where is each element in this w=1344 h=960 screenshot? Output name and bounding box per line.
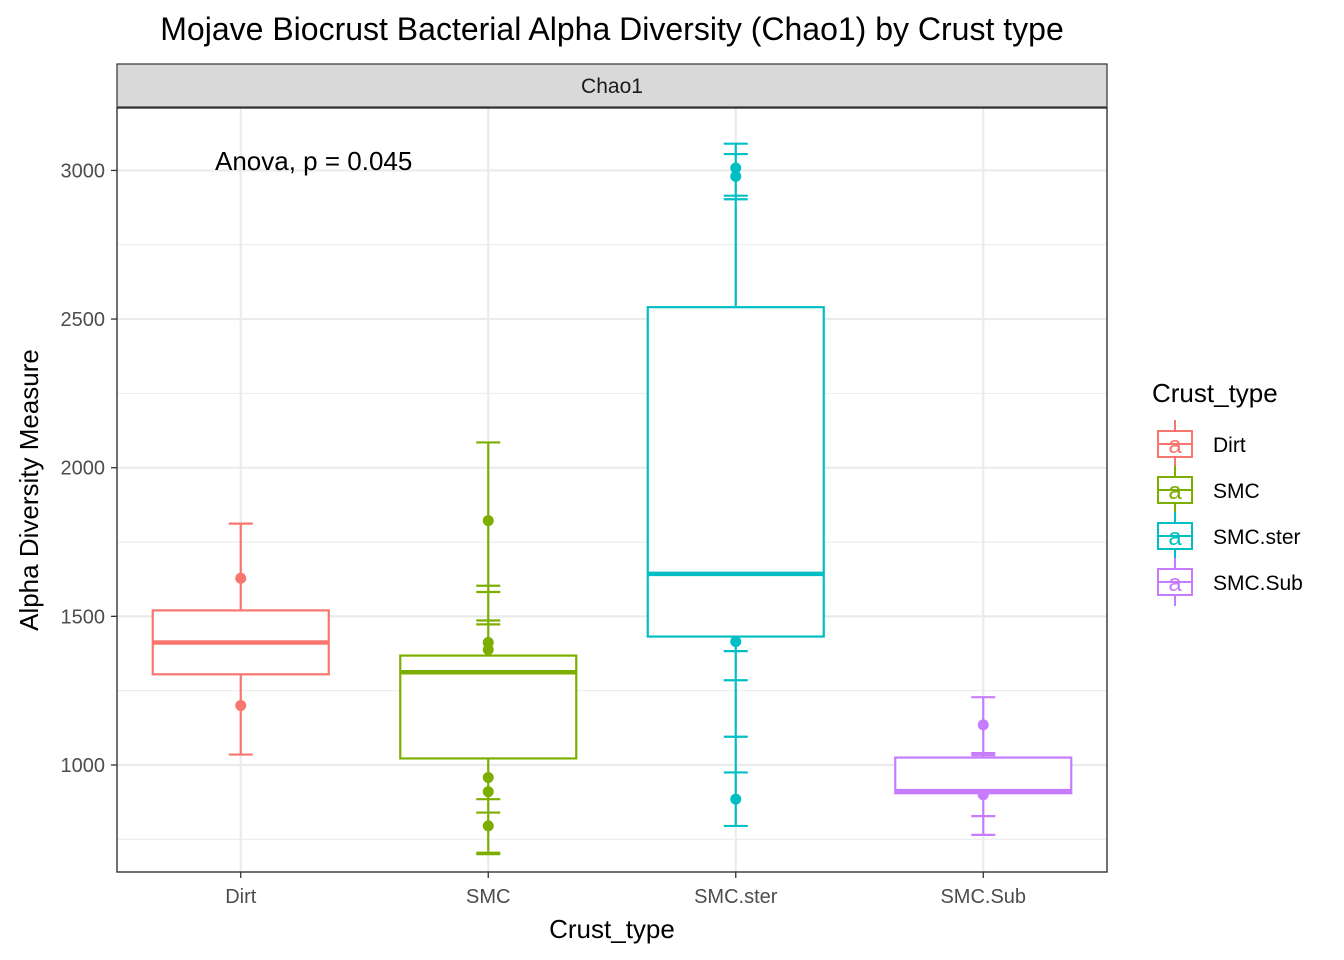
data-point bbox=[482, 644, 494, 656]
legend-label: Dirt bbox=[1213, 434, 1246, 457]
legend-key-glyph: a bbox=[1168, 524, 1182, 551]
box-group-dirt bbox=[151, 522, 330, 756]
y-tick-label: 3000 bbox=[61, 160, 106, 182]
data-point bbox=[235, 700, 247, 712]
data-point bbox=[730, 162, 742, 174]
data-point bbox=[482, 515, 494, 527]
y-tick-label: 1500 bbox=[61, 606, 106, 628]
legend-key-glyph: a bbox=[1168, 570, 1182, 597]
box bbox=[894, 756, 1073, 795]
legend-item: a SMC.Sub bbox=[1157, 558, 1303, 606]
x-tick-label: SMC bbox=[466, 886, 510, 908]
facet-label: Chao1 bbox=[581, 75, 643, 98]
anova-annotation: Anova, p = 0.045 bbox=[215, 146, 412, 176]
legend: a Dirt a SMC a SMC.ster a SMC.Sub bbox=[1157, 420, 1303, 606]
legend-key-glyph: a bbox=[1168, 478, 1182, 505]
data-point bbox=[730, 636, 742, 648]
data-point bbox=[730, 170, 742, 182]
legend-item: a SMC.ster bbox=[1157, 512, 1301, 560]
y-axis-title: Alpha Diversity Measure bbox=[14, 349, 44, 631]
data-point bbox=[482, 820, 494, 832]
data-point bbox=[977, 719, 989, 731]
y-tick-label: 2500 bbox=[61, 309, 106, 331]
legend-item: a Dirt bbox=[1157, 420, 1246, 468]
y-tick-label: 2000 bbox=[61, 458, 106, 480]
plot-border bbox=[116, 107, 1108, 873]
data-point bbox=[730, 793, 742, 805]
legend-item: a SMC bbox=[1157, 466, 1260, 514]
x-tick-label: SMC.ster bbox=[694, 886, 778, 908]
data-point bbox=[482, 786, 494, 798]
axes: 1000 1500 2000 2500 3000 Dirt SMC SMC.ster SMC.S… bbox=[61, 160, 1027, 908]
x-tick-label: Dirt bbox=[225, 886, 257, 908]
data-point bbox=[482, 771, 494, 783]
box-layer bbox=[151, 142, 1073, 856]
legend-label: SMC.Sub bbox=[1213, 572, 1303, 595]
x-tick-label: SMC.Sub bbox=[940, 886, 1026, 908]
x-axis-title: Crust_type bbox=[549, 914, 675, 944]
box-group-smc bbox=[399, 441, 578, 856]
chart-title: Mojave Biocrust Bacterial Alpha Diversit… bbox=[160, 11, 1063, 47]
plot-panel bbox=[117, 108, 1107, 872]
legend-label: SMC bbox=[1213, 480, 1260, 503]
legend-title: Crust_type bbox=[1152, 378, 1278, 408]
data-point bbox=[235, 572, 247, 584]
y-tick-label: 1000 bbox=[61, 755, 106, 777]
legend-label: SMC.ster bbox=[1213, 526, 1301, 549]
legend-key-glyph: a bbox=[1168, 432, 1182, 459]
box bbox=[646, 306, 825, 638]
data-point bbox=[977, 789, 989, 801]
box-group-smc-ster bbox=[646, 142, 825, 828]
facet-strip bbox=[116, 63, 1108, 108]
box-group-smc-sub bbox=[894, 696, 1073, 836]
